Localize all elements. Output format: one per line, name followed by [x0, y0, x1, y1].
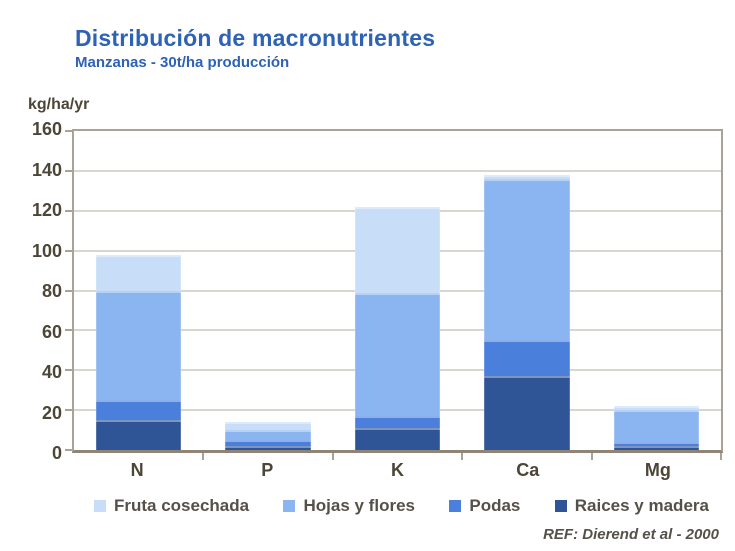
bars	[74, 131, 721, 450]
legend-label: Hojas y flores	[303, 496, 415, 515]
bar-P	[225, 131, 311, 450]
bar-segment-raices-y-madera	[613, 446, 700, 450]
y-tick-mark	[65, 369, 72, 372]
x-tick-mark	[590, 453, 593, 460]
y-tick-mark	[65, 409, 72, 412]
bar-segment-hojas-y-flores	[354, 292, 441, 417]
x-tick-label-K: K	[391, 460, 404, 480]
legend-swatch	[449, 500, 462, 512]
bar-segment-podas	[484, 340, 570, 377]
legend-item-fruta-cosechada: Fruta cosechada	[94, 496, 249, 516]
bar-segment-hojas-y-flores	[225, 430, 311, 441]
gridline	[74, 169, 721, 172]
bar-segment-fruta-cosechada	[484, 174, 570, 179]
x-tick-mark	[720, 453, 722, 460]
legend: Fruta cosechada Hojas y flores Podas Raices…	[78, 496, 723, 516]
bar-segment-podas	[225, 440, 311, 447]
y-tick-mark	[65, 169, 72, 172]
bar-segment-raices-y-madera	[484, 376, 570, 450]
y-tick-label: 40	[41, 362, 62, 382]
plot-area	[65, 129, 723, 460]
bar-group-Mg	[592, 131, 721, 450]
bar-segment-raices-y-madera	[354, 428, 441, 450]
bar-N	[96, 131, 182, 450]
bar-segment-hojas-y-flores	[96, 290, 182, 401]
legend-item-podas: Podas	[449, 496, 520, 516]
reference-note: REF: Dierend et al - 2000	[543, 526, 719, 543]
y-axis-title: kg/ha/yr	[28, 96, 90, 113]
y-tick-label: 100	[31, 240, 62, 261]
x-tick-mark	[461, 453, 464, 460]
bar-K	[354, 131, 441, 450]
y-tick-label: 20	[41, 402, 62, 423]
legend-swatch	[94, 500, 106, 512]
bar-group-N	[74, 131, 203, 450]
y-tick-mark	[65, 249, 72, 252]
bar-segment-fruta-cosechada	[354, 206, 441, 293]
x-tick-label-N: N	[130, 460, 144, 480]
bar-Ca	[484, 131, 570, 450]
x-tick-mark	[331, 453, 334, 460]
bar-segment-hojas-y-flores	[484, 178, 570, 341]
x-tick-label-Ca: Ca	[516, 460, 540, 480]
bar-segment-fruta-cosechada	[96, 254, 182, 291]
y-tick-label: 120	[31, 200, 62, 220]
legend-swatch	[283, 500, 296, 512]
bar-group-Ca	[462, 131, 591, 450]
bar-segment-raices-y-madera	[96, 420, 182, 450]
bar-segment-podas	[354, 416, 441, 429]
bar-group-K	[333, 131, 462, 450]
y-tick-mark	[65, 289, 72, 292]
x-axis-labels: N P K Ca Mg	[72, 460, 723, 481]
bar-Mg	[613, 131, 700, 450]
y-tick-mark	[65, 209, 72, 212]
y-tick-label: 140	[31, 159, 62, 180]
bar-segment-fruta-cosechada	[613, 406, 700, 411]
y-axis-labels: 0 20 40 60 80 100 120 140 160	[0, 120, 62, 462]
x-tick-label-P: P	[261, 460, 274, 480]
y-tick-mark	[65, 130, 72, 132]
legend-swatch	[554, 500, 567, 512]
bar-segment-raices-y-madera	[225, 446, 311, 450]
bar-group-P	[203, 131, 332, 450]
bar-segment-podas	[96, 400, 182, 421]
legend-item-hojas-y-flores: Hojas y flores	[283, 496, 415, 516]
legend-label: Podas	[469, 496, 521, 515]
chart-title: Distribución de macronutrientes	[75, 25, 436, 51]
bar-segment-hojas-y-flores	[613, 410, 700, 443]
chart-subtitle: Manzanas - 30t/ha producción	[75, 54, 290, 71]
bar-segment-podas	[613, 442, 700, 447]
y-tick-label: 0	[51, 443, 62, 463]
y-tick-label: 80	[41, 281, 62, 301]
legend-label: Fruta cosechada	[114, 496, 250, 515]
legend-item-raices-y-madera: Raices y madera	[554, 496, 709, 516]
y-tick-mark	[65, 449, 72, 451]
bar-segment-fruta-cosechada	[225, 422, 311, 431]
y-tick-mark	[65, 329, 72, 332]
y-tick-label: 60	[41, 321, 62, 342]
x-tick-mark	[202, 453, 205, 460]
legend-label: Raices y madera	[574, 496, 709, 515]
y-tick-label: 160	[31, 119, 62, 139]
x-tick-label-Mg: Mg	[644, 460, 671, 480]
